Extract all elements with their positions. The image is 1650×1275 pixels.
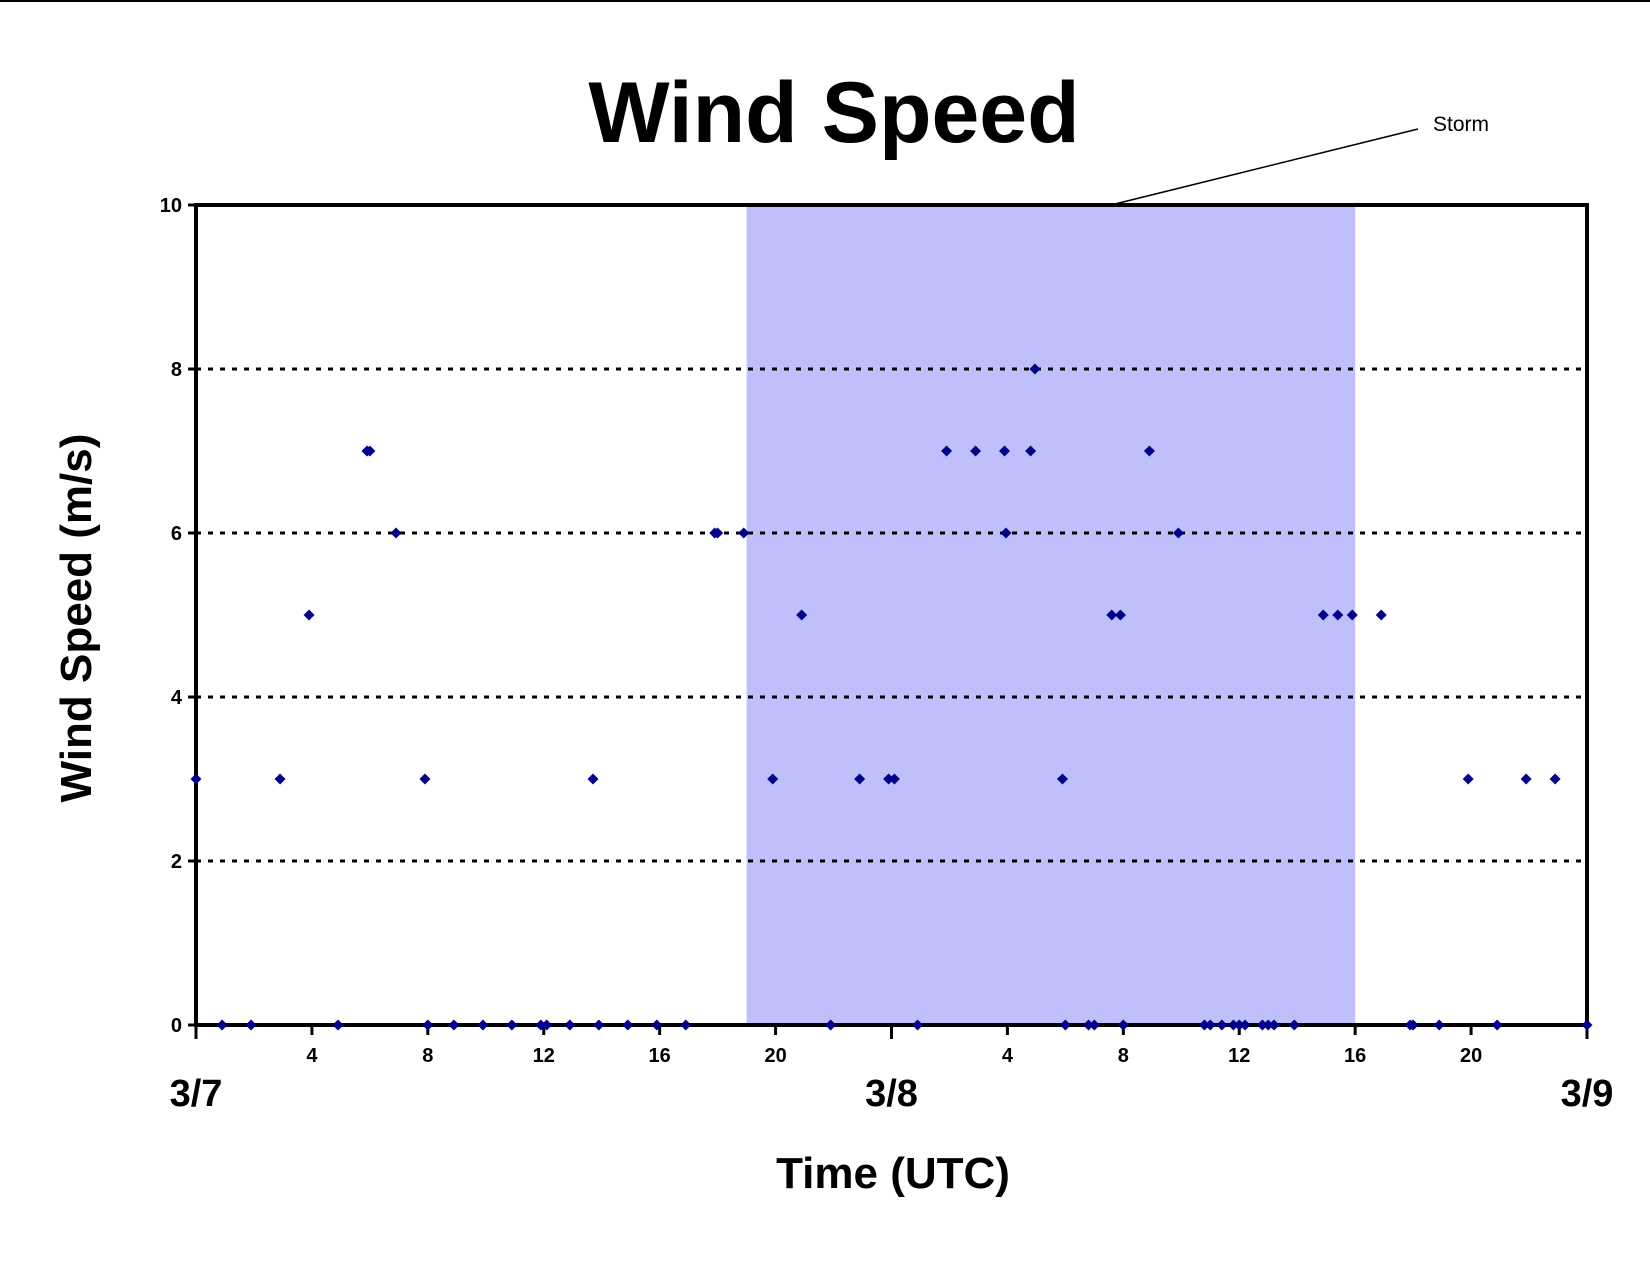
data-point: [1025, 445, 1037, 457]
data-point: [1088, 1019, 1100, 1031]
x-axis-label: Time (UTC): [776, 1149, 1010, 1198]
data-point: [390, 527, 402, 539]
data-point: [190, 773, 202, 785]
storm-annotation-leader: [1110, 128, 1419, 206]
data-point: [1239, 1019, 1251, 1031]
x-tick-label: 20: [1460, 1045, 1482, 1067]
data-point: [1056, 773, 1068, 785]
day-label: 3/9: [1561, 1073, 1614, 1115]
y-axis-ticks: 0 2 4 6 8 10: [160, 195, 196, 1037]
x-axis-ticks: 4 8 12 16 20 4 8 12 16 20: [306, 1025, 1482, 1067]
data-points: [190, 363, 1593, 1031]
data-point: [912, 1019, 924, 1031]
x-tick-label: 4: [306, 1045, 318, 1067]
data-point: [767, 773, 779, 785]
storm-band: [746, 205, 1356, 1025]
day-label: 3/8: [865, 1073, 918, 1115]
chart-title: Wind Speed: [588, 65, 1079, 161]
data-point: [651, 1019, 663, 1031]
x-tick-label: 12: [1228, 1045, 1250, 1067]
data-point: [1029, 363, 1041, 375]
data-point: [1204, 1019, 1216, 1031]
x-tick-label: 16: [649, 1045, 671, 1067]
data-point: [1581, 1019, 1593, 1031]
data-point: [622, 1019, 634, 1031]
data-point: [448, 1019, 460, 1031]
data-point: [332, 1019, 344, 1031]
data-point: [1268, 1019, 1280, 1031]
data-point: [1520, 773, 1532, 785]
data-point: [593, 1019, 605, 1031]
data-point: [941, 445, 953, 457]
data-point: [1059, 1019, 1071, 1031]
data-point: [245, 1019, 257, 1031]
x-tick-label: 4: [1002, 1045, 1014, 1067]
y-tick-label: 8: [171, 359, 182, 381]
data-point: [274, 773, 286, 785]
data-point: [1172, 527, 1184, 539]
data-point: [1114, 609, 1126, 621]
data-point: [1083, 1019, 1095, 1031]
data-point: [854, 773, 866, 785]
data-point: [1332, 609, 1344, 621]
storm-annotation-label: Storm: [1433, 113, 1489, 136]
gridlines: [196, 367, 1587, 863]
data-point: [970, 445, 982, 457]
data-point: [364, 445, 376, 457]
y-tick-label: 4: [171, 687, 183, 709]
x-axis-day-labels: 3/7 3/8 3/9: [170, 1025, 1614, 1115]
data-point: [1433, 1019, 1445, 1031]
x-tick-label: 20: [764, 1045, 786, 1067]
x-tick-label: 8: [1118, 1045, 1129, 1067]
data-point: [883, 773, 895, 785]
data-point: [712, 527, 724, 539]
data-point: [1375, 609, 1387, 621]
data-point: [1262, 1019, 1274, 1031]
data-point: [477, 1019, 489, 1031]
data-point: [1491, 1019, 1503, 1031]
x-tick-label: 12: [533, 1045, 555, 1067]
y-tick-label: 6: [171, 523, 182, 545]
data-point: [1216, 1019, 1228, 1031]
x-tick-label: 8: [422, 1045, 433, 1067]
y-tick-label: 2: [171, 851, 182, 873]
y-tick-label: 0: [171, 1015, 182, 1037]
data-point: [1233, 1019, 1245, 1031]
data-point: [680, 1019, 692, 1031]
data-point: [1000, 527, 1012, 539]
data-point: [999, 445, 1011, 457]
data-point: [1317, 609, 1329, 621]
data-point: [738, 527, 750, 539]
data-point: [1143, 445, 1155, 457]
data-point: [303, 609, 315, 621]
data-point: [535, 1019, 547, 1031]
data-point: [1198, 1019, 1210, 1031]
data-point: [1227, 1019, 1239, 1031]
data-point: [825, 1019, 837, 1031]
data-point: [1288, 1019, 1300, 1031]
day-label: 3/7: [170, 1073, 223, 1115]
data-point: [1117, 1019, 1129, 1031]
data-point: [419, 773, 431, 785]
data-point: [564, 1019, 576, 1031]
data-point: [1462, 773, 1474, 785]
data-point: [506, 1019, 518, 1031]
data-point: [1106, 609, 1118, 621]
data-point: [1346, 609, 1358, 621]
data-point: [587, 773, 599, 785]
data-point: [796, 609, 808, 621]
x-tick-label: 16: [1344, 1045, 1366, 1067]
data-point: [422, 1019, 434, 1031]
y-axis-label: Wind Speed (m/s): [52, 434, 101, 803]
data-point: [1407, 1019, 1419, 1031]
data-point: [541, 1019, 553, 1031]
data-point: [888, 773, 900, 785]
data-point: [216, 1019, 228, 1031]
y-tick-label: 10: [160, 195, 182, 217]
data-point: [1256, 1019, 1268, 1031]
data-point: [1549, 773, 1561, 785]
